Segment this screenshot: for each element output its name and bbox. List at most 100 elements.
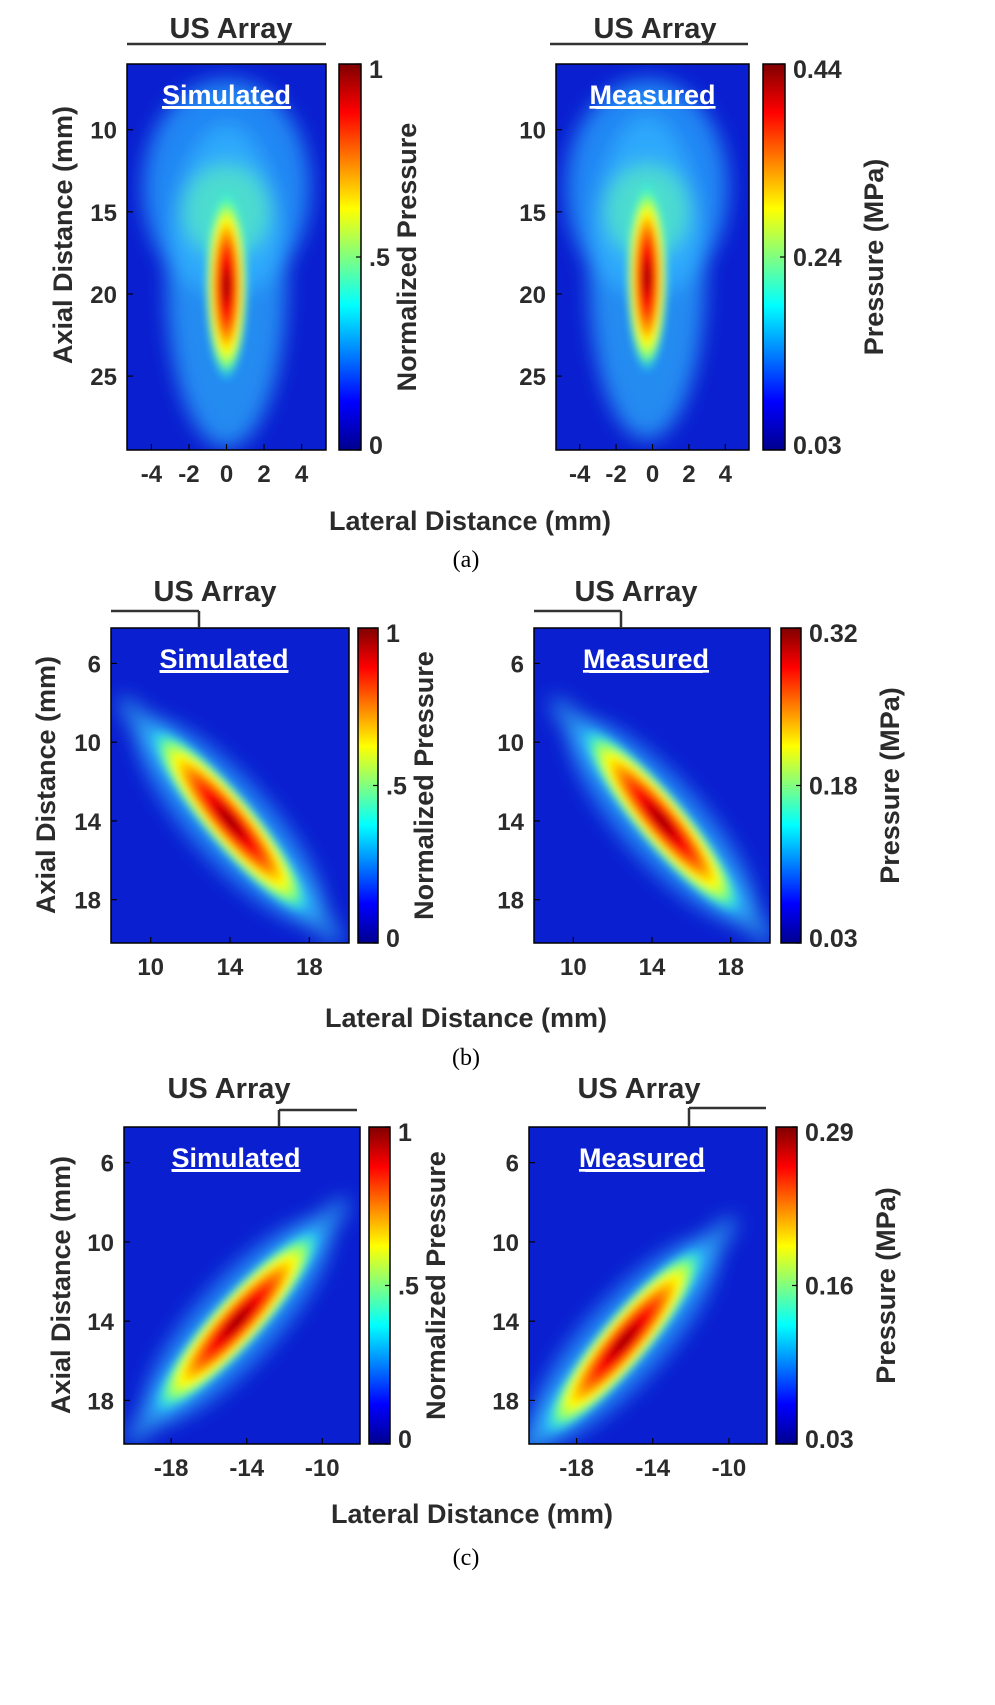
colorbar-tick-label: 0.16 [805, 1273, 854, 1301]
x-tick-label: 0 [646, 461, 659, 488]
colorbar-tick-label: 0 [369, 432, 383, 460]
colorbar-label: Normalized Pressure [409, 651, 439, 920]
x-tick-label: -10 [712, 1455, 747, 1482]
y-tick-label: 10 [492, 1230, 519, 1257]
y-tick-label: 6 [506, 1151, 519, 1178]
y-tick-label: 20 [519, 282, 546, 309]
y-tick-label: 15 [90, 200, 117, 227]
colorbar-tick-label: 0 [398, 1426, 412, 1454]
array-label: US Array [169, 13, 292, 45]
x-tick-label: -10 [305, 1455, 340, 1482]
array-label: US Array [577, 1073, 700, 1105]
x-tick-label: 2 [257, 461, 270, 488]
tag-label: Measured [589, 80, 715, 110]
colorbar-tick-label: 0.03 [793, 432, 842, 460]
x-tick-label: -18 [154, 1455, 189, 1482]
x-tick-label: 18 [296, 954, 323, 981]
panel-b-left: Simulated US Array 10 14 18 6 10 14 18 0 .5 1 Normal… [31, 576, 607, 1071]
focal-spot [204, 189, 249, 383]
x-tick-label: 4 [295, 461, 309, 488]
tag-label: Measured [579, 1143, 705, 1173]
y-tick-label: 10 [497, 730, 524, 757]
x-axis-label: Lateral Distance (mm) [325, 1003, 607, 1033]
tag-label: Simulated [162, 80, 291, 110]
colorbar-label: Normalized Pressure [392, 123, 422, 392]
colorbar-tick-label: .5 [369, 244, 390, 272]
colorbar-tick-label: 0 [386, 925, 400, 953]
colorbar-label: Normalized Pressure [421, 1151, 451, 1420]
y-tick-label: 6 [511, 651, 524, 678]
colorbar-label: Pressure (MPa) [871, 1187, 901, 1384]
y-axis-label: Axial Distance (mm) [48, 106, 78, 364]
x-tick-label: -14 [229, 1455, 264, 1482]
x-tick-label: -2 [605, 461, 626, 488]
y-tick-label: 10 [519, 118, 546, 145]
heatmap-image [534, 628, 770, 943]
y-tick-label: 20 [90, 282, 117, 309]
tag-label: Simulated [159, 644, 288, 674]
y-tick-label: 18 [74, 888, 101, 915]
x-tick-label: 0 [220, 461, 233, 488]
colorbar-tick-label: 0.03 [809, 925, 858, 953]
colorbar-tick-label: 0.44 [793, 56, 842, 84]
heatmap-image [529, 1127, 767, 1444]
tag-label: Measured [583, 644, 709, 674]
colorbar-tick-label: 0.18 [809, 773, 858, 801]
y-tick-label: 6 [88, 651, 101, 678]
x-tick-label: 14 [639, 954, 666, 981]
panel-caption: (a) [453, 547, 480, 573]
focal-spot [582, 727, 742, 915]
y-tick-label: 10 [90, 118, 117, 145]
y-tick-label: 14 [492, 1309, 519, 1336]
panel-caption: (b) [452, 1045, 480, 1071]
panel-c-right: Measured US Array -18 -14 -10 6 10 14 18 0.03 0.16… [492, 1073, 901, 1482]
y-tick-label: 18 [87, 1388, 114, 1415]
array-label: US Array [574, 576, 697, 608]
focal-spot [544, 1247, 705, 1435]
colorbar-tick-label: 0.24 [793, 244, 842, 272]
colorbar-tick-label: 0.32 [809, 620, 858, 648]
panel-a-right: Measured US Array -4 -2 0 2 4 10 15 20 25 0.03 0.24 0… [519, 13, 889, 488]
colorbar-tick-label: 0.03 [805, 1426, 854, 1454]
heatmap-image [124, 1127, 360, 1444]
panel-c-left: Simulated US Array -18 -14 -10 6 10 14 18 0 .5 1 Nor… [46, 1073, 613, 1571]
colorbar-tick-label: .5 [386, 773, 407, 801]
y-axis-label: Axial Distance (mm) [46, 1156, 76, 1414]
x-tick-label: 2 [682, 461, 695, 488]
y-tick-label: 6 [101, 1151, 114, 1178]
heatmap-image [127, 64, 326, 450]
y-tick-label: 15 [519, 200, 546, 227]
x-tick-label: 4 [719, 461, 733, 488]
x-tick-label: 14 [217, 954, 244, 981]
colorbar-tick-label: 1 [369, 56, 383, 84]
focal-spot [150, 727, 310, 915]
colorbar-tick-label: 1 [386, 620, 400, 648]
x-axis-label: Lateral Distance (mm) [331, 1499, 613, 1529]
y-tick-label: 18 [497, 888, 524, 915]
x-tick-label: -2 [178, 461, 199, 488]
y-tick-label: 18 [492, 1388, 519, 1415]
y-tick-label: 14 [74, 809, 101, 836]
x-tick-label: 10 [137, 954, 164, 981]
tag-label: Simulated [171, 1143, 300, 1173]
heatmap-image [556, 64, 749, 450]
heatmap-image [111, 628, 349, 943]
panel-b-right: Measured US Array 10 14 18 6 10 14 18 0.03 0.18 0.3… [497, 576, 905, 981]
array-label: US Array [167, 1073, 290, 1105]
x-tick-label: -14 [635, 1455, 670, 1482]
y-tick-label: 25 [519, 364, 546, 391]
focal-spot [625, 181, 669, 375]
colorbar-label: Pressure (MPa) [859, 159, 889, 356]
y-tick-label: 25 [90, 364, 117, 391]
x-tick-label: -4 [141, 461, 163, 488]
y-tick-label: 14 [497, 809, 524, 836]
panel-caption: (c) [453, 1545, 480, 1571]
x-tick-label: -18 [559, 1455, 594, 1482]
y-tick-label: 10 [87, 1230, 114, 1257]
x-axis-label: Lateral Distance (mm) [329, 506, 611, 536]
colorbar-tick-label: 1 [398, 1119, 412, 1147]
array-label: US Array [153, 576, 276, 608]
focal-spot [154, 1229, 321, 1413]
